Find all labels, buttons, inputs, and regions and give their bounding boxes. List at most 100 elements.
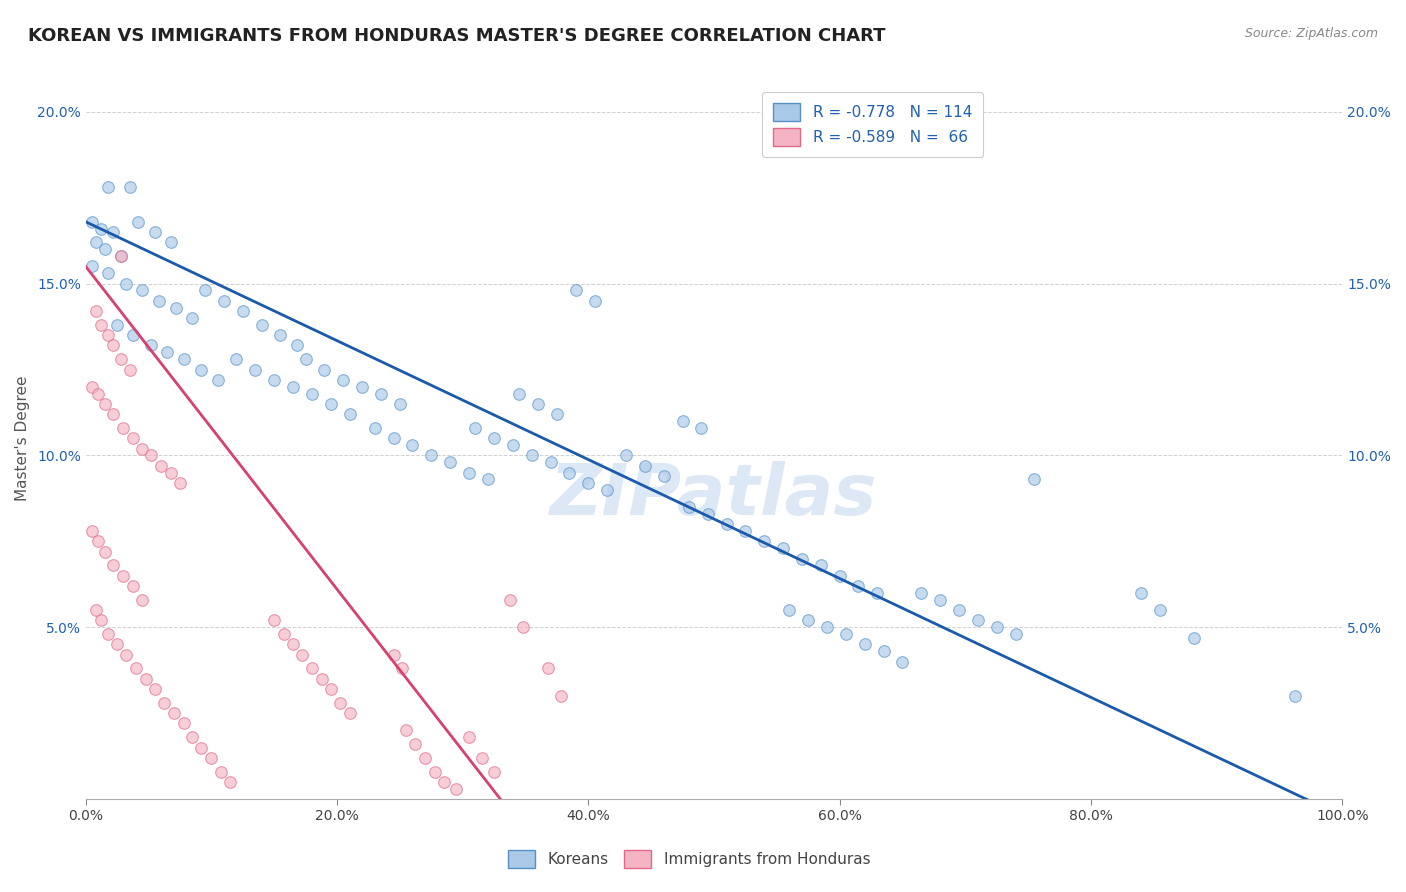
Point [339, 706, 361, 721]
Point [165, 301, 187, 315]
Point [118, 362, 141, 376]
Point [281, 637, 304, 651]
Point [263, 373, 285, 387]
Point [319, 682, 342, 697]
Point [105, 318, 128, 332]
Point [1284, 689, 1306, 703]
Point [84, 235, 107, 250]
Point [156, 345, 179, 359]
Point [634, 458, 657, 473]
Point [122, 579, 145, 593]
Text: ZIPatlas: ZIPatlas [550, 461, 877, 531]
Point [678, 500, 700, 514]
Point [848, 579, 870, 593]
Point [97, 180, 120, 194]
Point [311, 672, 333, 686]
Point [696, 507, 718, 521]
Point [263, 613, 285, 627]
Point [583, 293, 606, 308]
Point [391, 661, 413, 675]
Point [512, 620, 534, 634]
Point [301, 386, 323, 401]
Point [502, 438, 524, 452]
Point [948, 603, 970, 617]
Point [470, 751, 492, 765]
Point [80, 260, 103, 274]
Point [388, 397, 411, 411]
Point [232, 304, 254, 318]
Point [103, 225, 125, 239]
Point [614, 449, 637, 463]
Point [93, 397, 115, 411]
Point [245, 362, 267, 376]
Point [482, 431, 505, 445]
Point [797, 613, 820, 627]
Point [314, 362, 336, 376]
Point [194, 284, 217, 298]
Point [853, 637, 876, 651]
Point [131, 442, 153, 456]
Point [80, 524, 103, 538]
Point [112, 568, 135, 582]
Point [401, 438, 423, 452]
Point [439, 455, 461, 469]
Point [891, 655, 914, 669]
Point [118, 180, 141, 194]
Point [110, 352, 132, 367]
Point [404, 737, 426, 751]
Point [90, 613, 112, 627]
Point [103, 558, 125, 573]
Text: Source: ZipAtlas.com: Source: ZipAtlas.com [1244, 27, 1378, 40]
Point [810, 558, 832, 573]
Point [527, 397, 550, 411]
Point [537, 661, 560, 675]
Point [169, 475, 191, 490]
Point [546, 407, 568, 421]
Point [482, 764, 505, 779]
Point [135, 672, 157, 686]
Point [835, 627, 858, 641]
Point [103, 407, 125, 421]
Point [291, 648, 314, 662]
Point [163, 706, 186, 721]
Point [84, 304, 107, 318]
Point [80, 380, 103, 394]
Point [250, 318, 273, 332]
Point [1182, 631, 1205, 645]
Y-axis label: Master's Degree: Master's Degree [15, 376, 30, 501]
Point [160, 235, 183, 250]
Point [332, 373, 354, 387]
Point [790, 551, 813, 566]
Point [423, 764, 446, 779]
Point [558, 466, 581, 480]
Point [966, 613, 988, 627]
Point [152, 696, 174, 710]
Point [112, 421, 135, 435]
Point [181, 730, 204, 744]
Point [1024, 473, 1046, 487]
Point [115, 277, 138, 291]
Point [294, 352, 316, 367]
Point [281, 380, 304, 394]
Point [103, 338, 125, 352]
Point [550, 689, 572, 703]
Point [97, 627, 120, 641]
Point [80, 215, 103, 229]
Point [477, 473, 499, 487]
Point [190, 362, 212, 376]
Point [772, 541, 794, 556]
Point [110, 249, 132, 263]
Point [173, 716, 195, 731]
Point [207, 373, 229, 387]
Point [395, 723, 418, 738]
Point [1130, 586, 1153, 600]
Point [499, 592, 522, 607]
Point [190, 740, 212, 755]
Point [458, 466, 481, 480]
Point [596, 483, 619, 497]
Point [363, 421, 385, 435]
Point [652, 469, 675, 483]
Point [828, 568, 851, 582]
Point [328, 696, 350, 710]
Point [97, 328, 120, 343]
